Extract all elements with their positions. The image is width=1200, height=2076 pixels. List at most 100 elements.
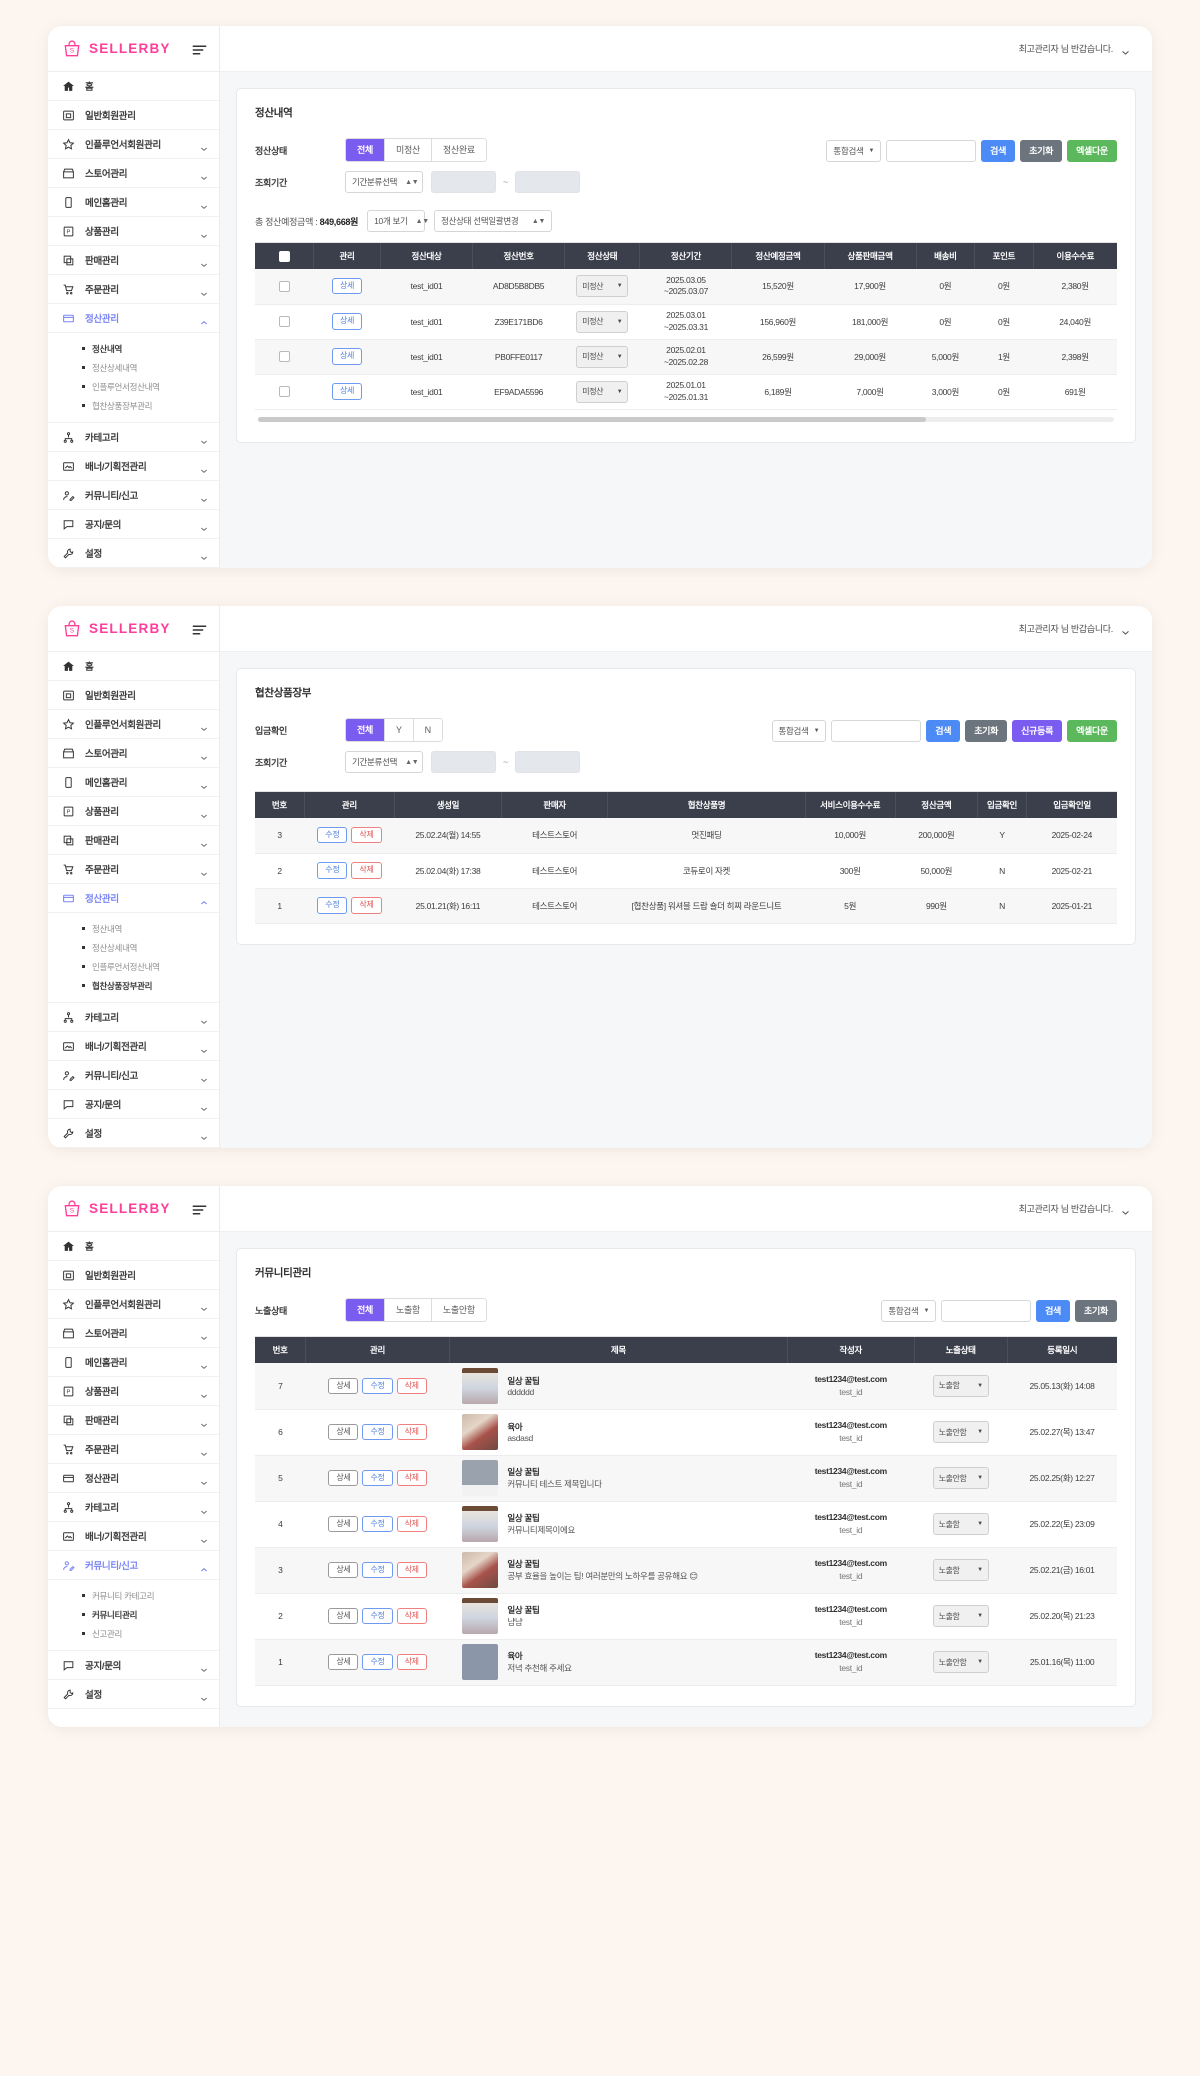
expose-select[interactable]: 노출함 ▼ (932, 1513, 989, 1535)
detail-button[interactable]: 상세 (331, 348, 363, 365)
sidebar-item-community[interactable]: 커뮤니티/신고 (48, 1061, 219, 1090)
submenu-report-manage[interactable]: 신고관리 (48, 1624, 219, 1643)
status-option-all[interactable]: 전체 (346, 139, 385, 161)
row-checkbox[interactable] (278, 280, 290, 292)
delete-button[interactable]: 삭제 (396, 1423, 427, 1441)
sidebar-item-settlement[interactable]: 정산관리 (48, 304, 219, 333)
hamburger-icon[interactable] (192, 43, 207, 55)
sidebar-item-home[interactable]: 홈 (48, 72, 219, 101)
submenu-settlement-history[interactable]: 정산내역 (48, 339, 219, 358)
edit-button[interactable]: 수정 (362, 1653, 393, 1671)
page-size-select[interactable]: 10개 보기 ▲▼ (367, 210, 429, 232)
sidebar-item-banner[interactable]: 배너/기획전관리 (48, 452, 219, 481)
sidebar-item-order[interactable]: 주문관리 (48, 855, 219, 884)
detail-button[interactable]: 상세 (328, 1377, 359, 1394)
sidebar-item-general-members[interactable]: 일반회원관리 (48, 1261, 219, 1290)
search-type-select[interactable]: 통합검색 ▼ (881, 1300, 937, 1322)
sidebar-item-mainhome[interactable]: 메인홈관리 (48, 1348, 219, 1377)
reset-button[interactable]: 초기화 (1075, 1300, 1117, 1322)
sidebar-item-product[interactable]: P 상품관리 (48, 797, 219, 826)
status-select[interactable]: 미정산 ▼ (576, 345, 629, 368)
submenu-sponsored-ledger[interactable]: 협찬상품장부관리 (48, 976, 219, 995)
detail-button[interactable]: 상세 (328, 1423, 359, 1441)
hamburger-icon[interactable] (192, 623, 207, 635)
delete-button[interactable]: 삭제 (396, 1515, 427, 1533)
payment-option-y[interactable]: Y (384, 719, 414, 741)
edit-button[interactable]: 수정 (362, 1607, 393, 1625)
chevron-down-icon[interactable] (1121, 1204, 1130, 1215)
status-option-unsettled[interactable]: 미정산 (384, 139, 432, 161)
edit-button[interactable]: 수정 (317, 862, 348, 879)
status-select[interactable]: 미정산 ▼ (576, 310, 629, 333)
expose-option-hidden[interactable]: 노출안함 (431, 1299, 486, 1321)
edit-button[interactable]: 수정 (362, 1515, 393, 1533)
sidebar-item-community[interactable]: 커뮤니티/신고 (48, 481, 219, 510)
detail-button[interactable]: 상세 (331, 278, 363, 295)
sidebar-item-banner[interactable]: 배너/기획전관리 (48, 1032, 219, 1061)
payment-option-all[interactable]: 전체 (346, 719, 385, 741)
row-checkbox[interactable] (278, 351, 290, 363)
reset-button[interactable]: 초기화 (1020, 140, 1063, 162)
search-button[interactable]: 검색 (926, 720, 961, 742)
excel-download-button[interactable]: 엑셀다운 (1067, 140, 1117, 162)
detail-button[interactable]: 상세 (328, 1469, 359, 1487)
sidebar-item-product[interactable]: P 상품관리 (48, 1377, 219, 1406)
search-button[interactable]: 검색 (981, 140, 1016, 162)
new-register-button[interactable]: 신규등록 (1012, 720, 1063, 742)
sidebar-item-sales[interactable]: 판매관리 (48, 246, 219, 275)
sidebar-item-home[interactable]: 홈 (48, 1232, 219, 1261)
hamburger-icon[interactable] (192, 1203, 207, 1215)
sidebar-item-mainhome[interactable]: 메인홈관리 (48, 188, 219, 217)
sidebar-item-sales[interactable]: 판매관리 (48, 826, 219, 855)
sidebar-item-notice[interactable]: 공지/문의 (48, 510, 219, 539)
delete-button[interactable]: 삭제 (396, 1469, 427, 1487)
delete-button[interactable]: 삭제 (351, 862, 382, 879)
select-all-checkbox[interactable] (278, 250, 290, 262)
submenu-influencer-settlement[interactable]: 인플루언서정산내역 (48, 957, 219, 976)
expose-select[interactable]: 노출안함 ▼ (932, 1421, 989, 1443)
chevron-down-icon[interactable] (1121, 624, 1130, 635)
bulk-status-select[interactable]: 정산상태 선택일괄변경 ▲▼ (434, 210, 553, 232)
search-input[interactable] (941, 1300, 1032, 1322)
sidebar-item-home[interactable]: 홈 (48, 652, 219, 681)
delete-button[interactable]: 삭제 (396, 1561, 427, 1579)
sidebar-item-notice[interactable]: 공지/문의 (48, 1651, 219, 1680)
status-select[interactable]: 미정산 ▼ (576, 275, 629, 298)
sidebar-item-general-members[interactable]: 일반회원관리 (48, 101, 219, 130)
search-type-select[interactable]: 통합검색 ▼ (771, 720, 827, 742)
sidebar-item-mainhome[interactable]: 메인홈관리 (48, 768, 219, 797)
expose-select[interactable]: 노출안함 ▼ (932, 1467, 989, 1489)
delete-button[interactable]: 삭제 (351, 827, 382, 844)
detail-button[interactable]: 상세 (328, 1653, 359, 1671)
delete-button[interactable]: 삭제 (351, 897, 382, 914)
sidebar-item-category[interactable]: 카테고리 (48, 423, 219, 452)
status-option-settled[interactable]: 정산완료 (431, 139, 486, 161)
search-button[interactable]: 검색 (1036, 1300, 1071, 1322)
submenu-community-category[interactable]: 커뮤니티 카테고리 (48, 1586, 219, 1605)
date-to-input[interactable] (515, 751, 581, 773)
submenu-settlement-detail[interactable]: 정산상세내역 (48, 938, 219, 957)
edit-button[interactable]: 수정 (362, 1377, 393, 1394)
edit-button[interactable]: 수정 (362, 1423, 393, 1441)
sidebar-item-order[interactable]: 주문관리 (48, 1435, 219, 1464)
sidebar-item-store[interactable]: 스토어관리 (48, 1319, 219, 1348)
detail-button[interactable]: 상세 (331, 383, 363, 400)
delete-button[interactable]: 삭제 (396, 1607, 427, 1625)
excel-download-button[interactable]: 엑셀다운 (1067, 720, 1117, 742)
detail-button[interactable]: 상세 (331, 313, 363, 330)
period-type-select[interactable]: 기간분류선택 ▲▼ (345, 751, 423, 773)
sidebar-item-product[interactable]: P 상품관리 (48, 217, 219, 246)
edit-button[interactable]: 수정 (317, 827, 348, 844)
sidebar-item-influencer-members[interactable]: 인플루언서회원관리 (48, 710, 219, 739)
sidebar-item-community[interactable]: 커뮤니티/신고 (48, 1551, 219, 1580)
chevron-down-icon[interactable] (1121, 44, 1130, 55)
detail-button[interactable]: 상세 (328, 1561, 359, 1579)
edit-button[interactable]: 수정 (317, 897, 348, 914)
expose-select[interactable]: 노출안함 ▼ (932, 1651, 989, 1673)
sidebar-item-store[interactable]: 스토어관리 (48, 159, 219, 188)
submenu-settlement-history[interactable]: 정산내역 (48, 919, 219, 938)
delete-button[interactable]: 삭제 (396, 1653, 427, 1671)
sidebar-item-banner[interactable]: 배너/기획전관리 (48, 1522, 219, 1551)
sidebar-item-settings[interactable]: 설정 (48, 1680, 219, 1709)
sidebar-item-store[interactable]: 스토어관리 (48, 739, 219, 768)
